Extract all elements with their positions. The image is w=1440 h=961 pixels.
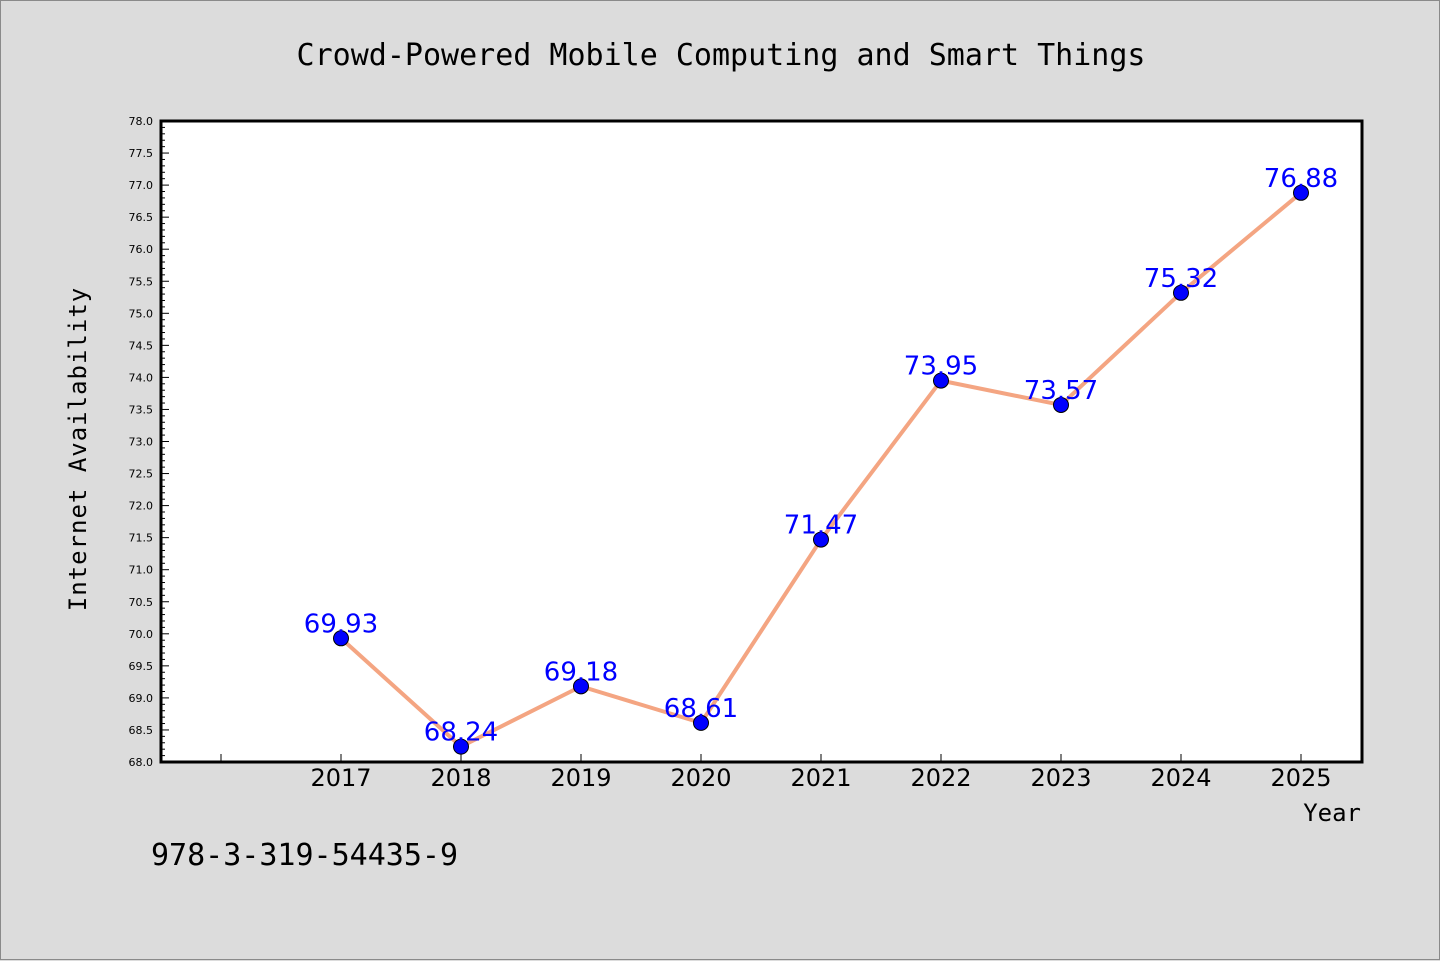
y-tick-label: 69.0: [129, 692, 154, 705]
data-label: 68.24: [424, 718, 498, 748]
data-label: 76.88: [1264, 164, 1338, 194]
data-label: 69.18: [544, 657, 618, 687]
x-tick-label: 2021: [790, 764, 851, 792]
y-tick-label: 73.5: [129, 403, 154, 416]
data-label: 73.57: [1024, 376, 1098, 406]
plot-area: [159, 119, 1364, 764]
data-point-marker: [333, 630, 349, 647]
y-tick-label: 72.0: [129, 500, 154, 513]
y-tick-label: 74.5: [129, 339, 154, 352]
y-axis-ticks: 68.0 68.5 69.0 69.5 70.0 70.5 71.0 71.5 72.0 72.5…: [129, 115, 169, 769]
x-tick-label: 2020: [670, 764, 731, 792]
data-point-marker: [573, 678, 589, 695]
y-tick-label: 70.5: [129, 596, 154, 609]
data-point-marker: [933, 372, 949, 389]
data-label: 69.93: [304, 609, 378, 639]
y-tick-label: 76.0: [129, 243, 154, 256]
data-point-marker: [813, 531, 829, 548]
x-tick-label: 2022: [910, 764, 971, 792]
data-label-group: 69.93 68.24 69.18 68.61 71.47 73.95 73.57 75.32…: [304, 164, 1338, 748]
y-tick-label: 74.0: [129, 371, 154, 384]
y-tick-label: 78.0: [129, 115, 154, 128]
x-tick-label: 2024: [1150, 764, 1211, 792]
y-tick-label: 71.0: [129, 564, 154, 577]
y-tick-label: 77.0: [129, 179, 154, 192]
y-tick-label: 70.0: [129, 628, 154, 641]
x-tick-label: 2025: [1270, 764, 1331, 792]
y-tick-label: 71.5: [129, 532, 154, 545]
y-axis-label: Internet Availability: [64, 287, 92, 611]
data-point-marker: [453, 738, 469, 755]
y-tick-label: 69.5: [129, 660, 154, 673]
data-label: 73.95: [904, 352, 978, 382]
y-tick-label: 68.0: [129, 756, 154, 769]
data-label: 71.47: [784, 511, 858, 541]
y-tick-label: 73.0: [129, 436, 154, 449]
y-tick-label: 75.0: [129, 307, 154, 320]
data-point-marker: [1053, 396, 1069, 413]
y-tick-label: 75.5: [129, 275, 154, 288]
data-point-marker: [693, 714, 709, 731]
data-point-marker: [1173, 284, 1189, 301]
data-point-marker: [1293, 184, 1309, 201]
x-tick-label: 2019: [550, 764, 611, 792]
x-tick-label: 2023: [1030, 764, 1091, 792]
y-tick-label: 76.5: [129, 211, 154, 224]
y-tick-label: 68.5: [129, 724, 154, 737]
x-tick-label: 2017: [310, 764, 371, 792]
x-axis-label: Year: [1303, 799, 1361, 827]
data-label: 68.61: [664, 694, 738, 724]
marker-group: [333, 184, 1309, 755]
x-axis-ticks: 2017 2018 2019 2020 2021 2022 2023 2024 2025: [220, 754, 1332, 792]
y-tick-label: 72.5: [129, 468, 154, 481]
chart-title: Crowd-Powered Mobile Computing and Smart…: [297, 38, 1146, 73]
isbn-text: 978-3-319-54435-9: [151, 838, 458, 873]
y-tick-label: 77.5: [129, 147, 154, 160]
x-tick-label: 2018: [430, 764, 491, 792]
data-label: 75.32: [1144, 264, 1218, 294]
